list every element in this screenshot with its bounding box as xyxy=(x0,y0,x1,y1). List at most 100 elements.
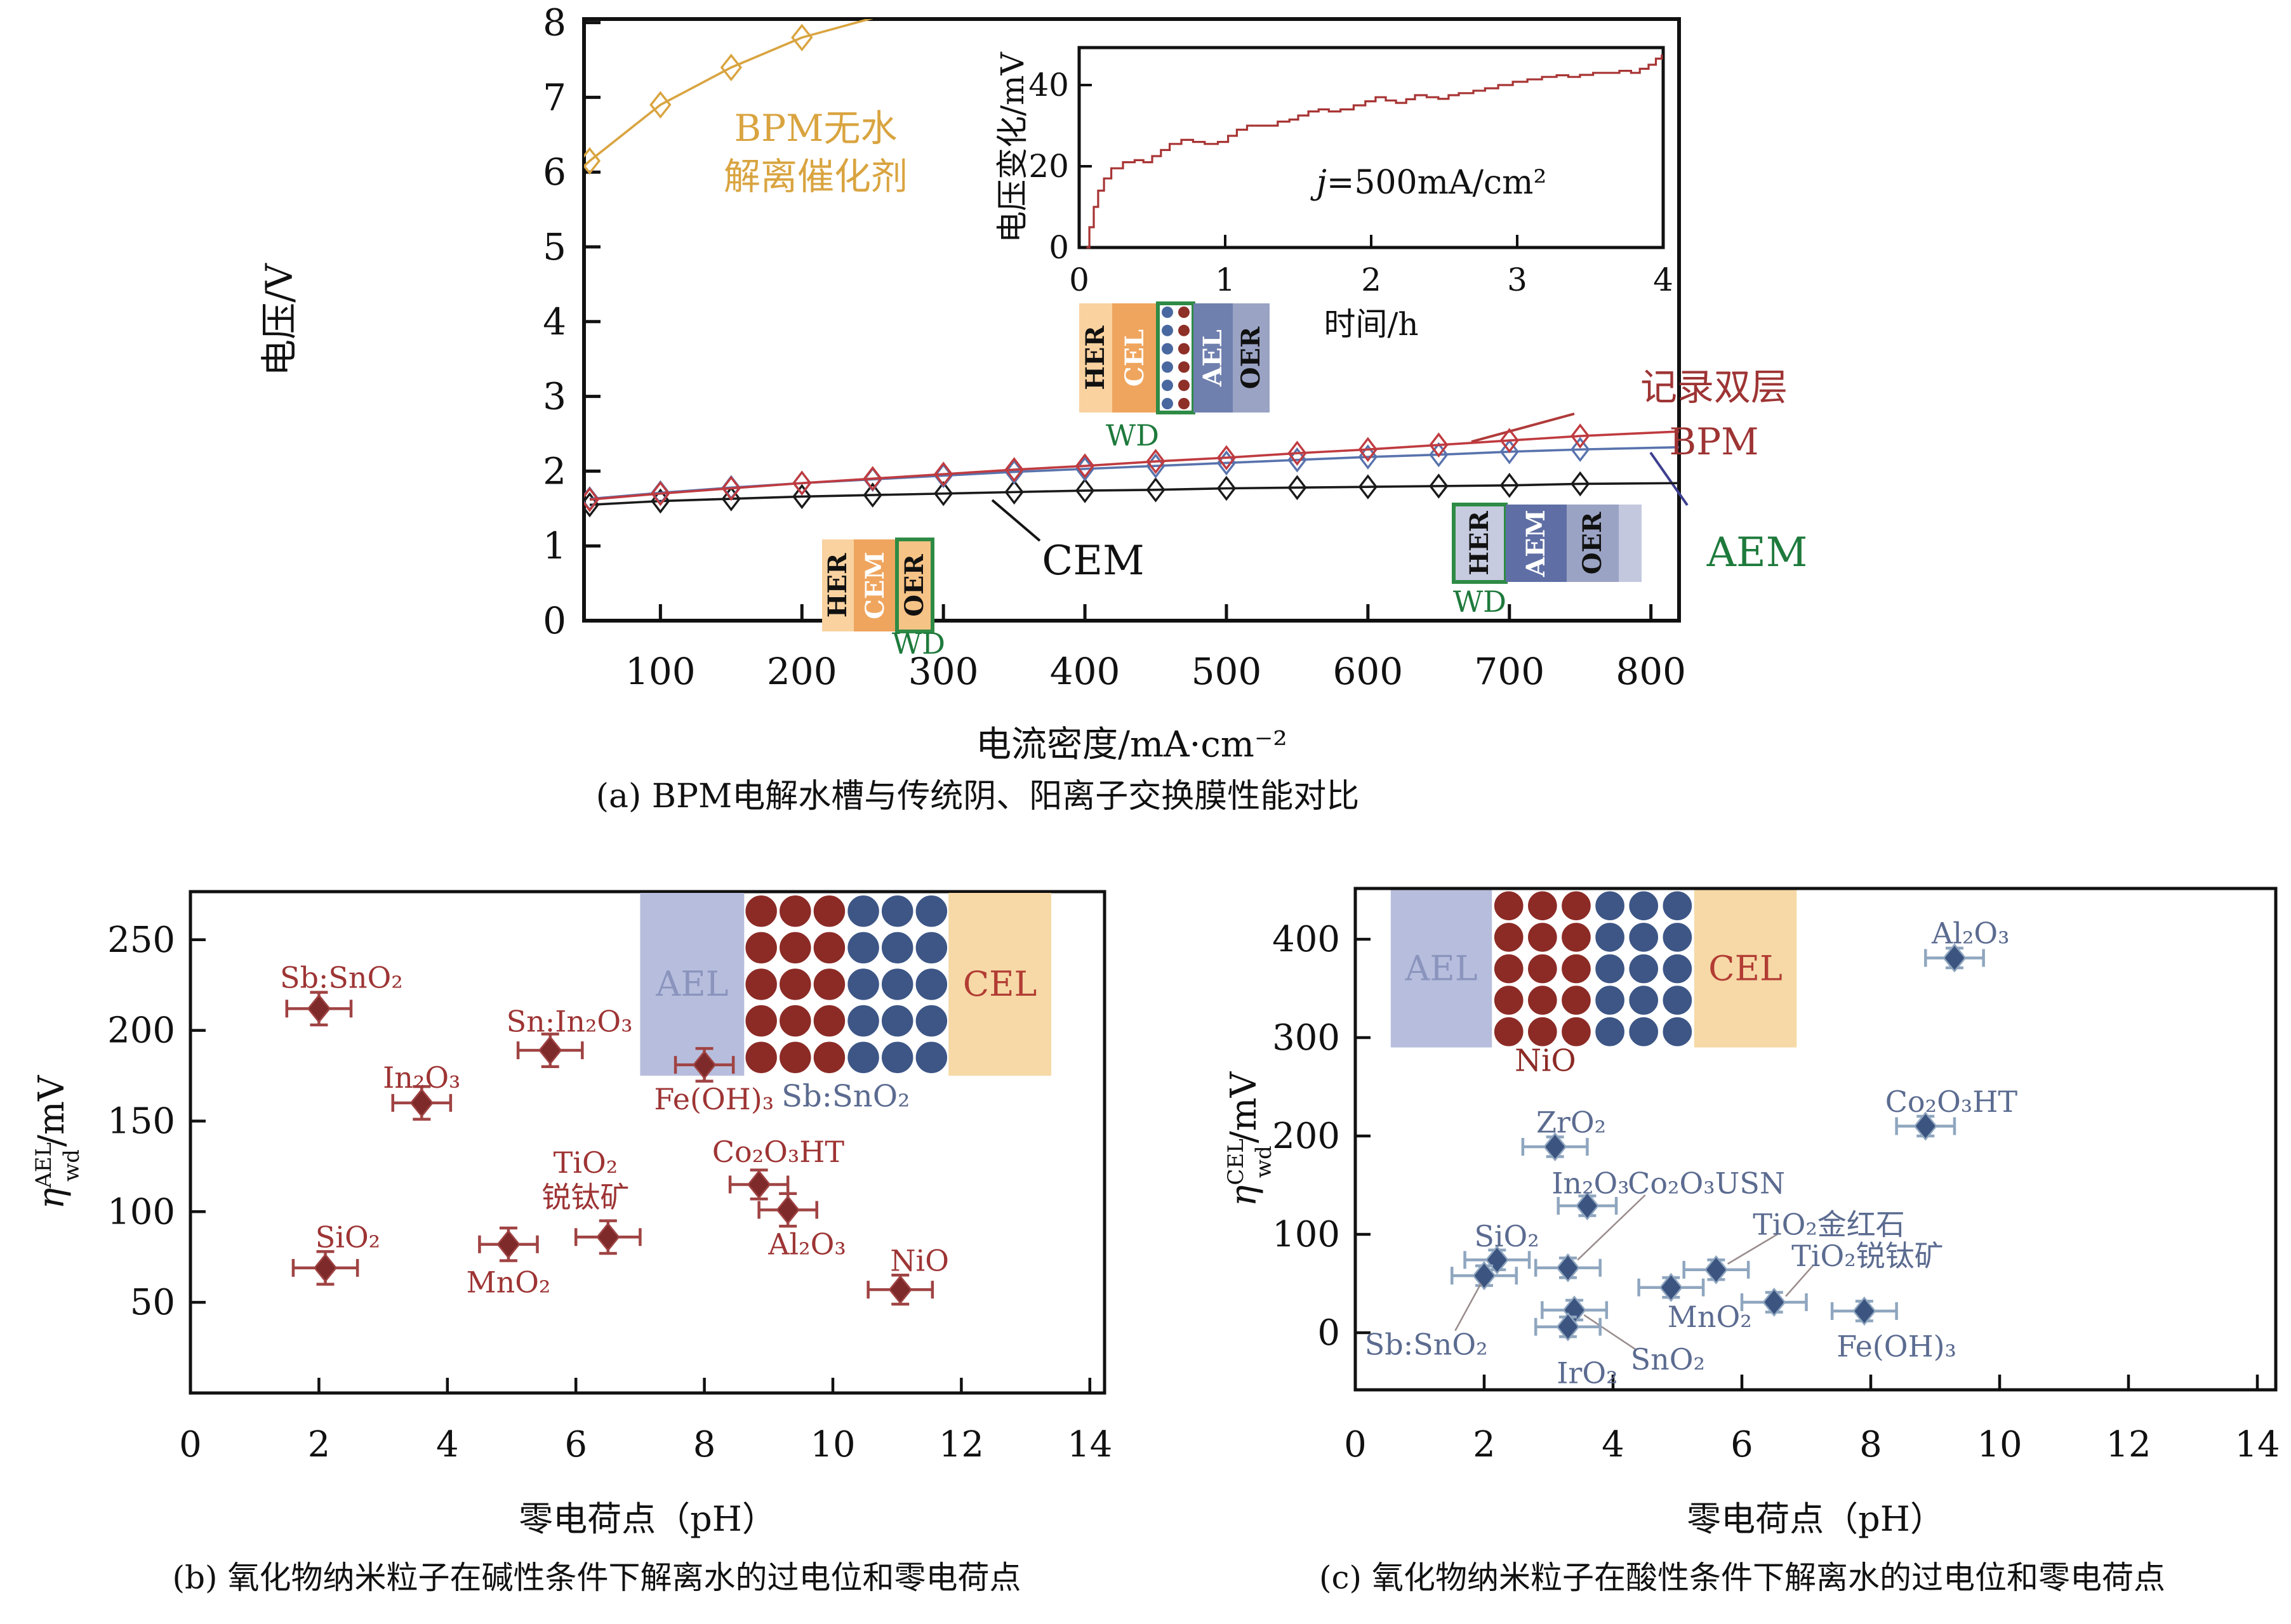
inset-blue-particle xyxy=(846,1040,880,1074)
inset-ael-block xyxy=(640,893,745,1076)
inset-ael-block xyxy=(1390,890,1492,1048)
x-tick-label: 300 xyxy=(908,650,979,693)
wd-dot-red xyxy=(1178,307,1190,318)
label-FeOH3: Fe(OH)₃ xyxy=(654,1082,774,1116)
marker-CEM xyxy=(1570,471,1590,497)
bpm-dry-label: BPM无水 xyxy=(734,107,897,150)
point-IrO2 xyxy=(1534,1312,1602,1342)
caption-panel-b: (b) 氧化物纳米粒子在碱性条件下解离水的过电位和零电荷点 xyxy=(172,1559,1021,1596)
block-label-AEL: AEL xyxy=(1198,329,1228,387)
inset-red-particle xyxy=(778,967,813,1001)
inset-red-particle xyxy=(778,1003,813,1038)
marker-TiO2-rutile xyxy=(1704,1255,1729,1284)
inset-blue-particle xyxy=(1594,984,1626,1016)
panel-b-membrane-inset: AEL CEL Sb:SnO₂ xyxy=(640,893,1052,1114)
inset-blue-particle xyxy=(880,930,915,965)
aem-label: AEM xyxy=(1706,529,1807,576)
marker-TiO2-anatase xyxy=(596,1222,620,1252)
inset-blue-particle xyxy=(914,1003,949,1038)
inset-blue-particle xyxy=(1661,1015,1694,1048)
x-tick-label: 0 xyxy=(1344,1424,1367,1465)
inset-red-particle xyxy=(778,1040,813,1074)
marker-CEM xyxy=(1499,472,1519,498)
x-tick-label: 700 xyxy=(1474,650,1544,693)
point-TiO2-anatase xyxy=(574,1219,642,1255)
leader-TiO2-rutile xyxy=(1727,1233,1778,1265)
point-NiO xyxy=(867,1274,934,1306)
wd-dot-red xyxy=(1178,324,1190,336)
inset-blue-particle xyxy=(914,1040,949,1074)
inset-red-particle xyxy=(812,967,847,1001)
marker-BPM-dry xyxy=(720,53,742,82)
marker-CEM xyxy=(1075,478,1095,503)
label-In2O3: In₂O₃ xyxy=(383,1060,460,1095)
marker-CEM xyxy=(721,486,741,512)
inset-blue-particle xyxy=(1628,921,1660,953)
inset-cel-label: CEL xyxy=(963,964,1037,1004)
leader-SnO2 xyxy=(1583,1314,1637,1350)
point-MnO2 xyxy=(1637,1272,1705,1302)
point-FeOH3 xyxy=(1830,1296,1898,1326)
inset-blue-particle xyxy=(1628,1015,1660,1048)
inset-red-particle xyxy=(1492,890,1525,922)
inset-curve xyxy=(1086,55,1663,249)
marker-CEM xyxy=(934,480,953,506)
block-wd-layer xyxy=(1156,301,1195,414)
panel-a-xlabel: 电流密度/mA·cm⁻² xyxy=(976,724,1287,765)
y-tick-label: 400 xyxy=(1272,919,1340,960)
inset-red-particle xyxy=(744,930,778,965)
panel-c-axes-box xyxy=(1353,887,2278,1392)
inset-red-particle xyxy=(1492,984,1525,1016)
marker-BPM xyxy=(1004,457,1024,482)
marker-In2O3 xyxy=(409,1088,434,1118)
x-tick-label: 8 xyxy=(1859,1424,1882,1465)
inset-red-particle xyxy=(1560,921,1592,953)
wd-dot-red xyxy=(1178,361,1190,373)
marker-CEM xyxy=(1358,474,1378,499)
inset-blue-particle xyxy=(1594,921,1626,953)
inset-red-particle xyxy=(1492,1015,1525,1048)
inset-x-tick-label: 3 xyxy=(1507,261,1527,298)
inset-red-particle xyxy=(812,930,847,965)
inset-red-particle xyxy=(744,1040,778,1074)
leader-TiO2-anatase xyxy=(1785,1265,1814,1297)
wd-dot-red xyxy=(1178,398,1190,409)
inset-red-particle xyxy=(1527,984,1558,1016)
block-label-AEM: AEM xyxy=(1521,510,1551,578)
inset-ylabel: 电压变化/mV xyxy=(994,51,1031,242)
label-Co2O3HT: Co₂O₃HT xyxy=(1885,1085,2018,1119)
inset-red-particle xyxy=(1560,953,1592,985)
inset-red-particle xyxy=(1527,921,1558,953)
marker-AEM xyxy=(1570,437,1590,463)
point-SnIn2O3 xyxy=(516,1033,584,1068)
inset-blue-particle xyxy=(880,894,915,928)
marker-Al2O3 xyxy=(1942,943,1967,973)
block-CEL xyxy=(1112,303,1158,413)
inset-blue-particle xyxy=(1594,953,1626,985)
label-Co2O3HT: Co₂O₃HT xyxy=(712,1135,845,1169)
block-label-HER: HER xyxy=(823,553,853,617)
marker-AEM xyxy=(1216,450,1237,476)
caption-panel-c: (c) 氧化物纳米粒子在酸性条件下解离水的过电位和零电荷点 xyxy=(1319,1559,2165,1596)
label-MnO2: MnO₂ xyxy=(1668,1300,1752,1334)
block-OER xyxy=(1567,505,1619,582)
label-NiO: NiO xyxy=(890,1243,949,1277)
point-ZrO2 xyxy=(1521,1132,1589,1162)
x-tick-label: 2 xyxy=(1473,1424,1496,1465)
label-Al2O3: Al₂O₃ xyxy=(767,1227,846,1262)
wd-dot-blue xyxy=(1162,324,1173,336)
series-BPM-dry xyxy=(584,19,873,175)
inset-blue-particle xyxy=(914,930,949,965)
marker-SbSnO2 xyxy=(1472,1261,1496,1291)
inset-xlabel: 时间/h xyxy=(1324,306,1418,343)
bpm-bilayer-label: BPM xyxy=(1669,420,1758,463)
marker-BPM xyxy=(651,480,670,506)
marker-BPM xyxy=(934,461,953,487)
bpm-dry-label: 解离催化剂 xyxy=(724,155,908,198)
wd-dot-red xyxy=(1178,343,1190,355)
panel-c-membrane-inset: AEL CEL NiO xyxy=(1390,890,1797,1079)
leader-SbSnO2 xyxy=(1454,1283,1482,1331)
marker-BPM xyxy=(1287,440,1307,466)
